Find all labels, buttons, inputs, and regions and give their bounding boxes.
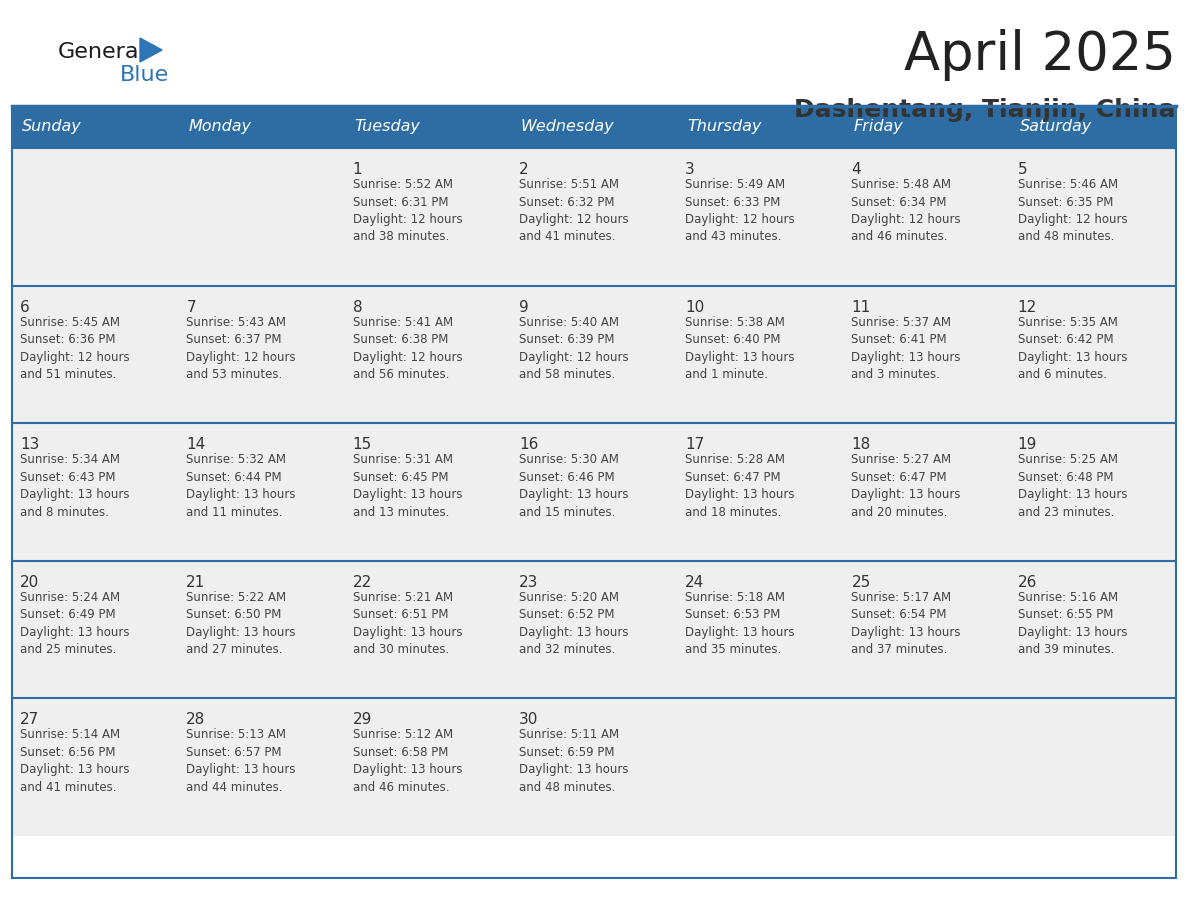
Bar	[12, 148, 1176, 285]
Text: 9: 9	[519, 299, 529, 315]
Text: 6: 6	[20, 299, 30, 315]
Text: Sunrise: 5:22 AM
Sunset: 6:50 PM
Daylight: 13 hours
and 27 minutes.: Sunrise: 5:22 AM Sunset: 6:50 PM Dayligh…	[187, 591, 296, 656]
Text: Wednesday: Wednesday	[520, 119, 614, 135]
Text: Sunrise: 5:40 AM
Sunset: 6:39 PM
Daylight: 12 hours
and 58 minutes.: Sunrise: 5:40 AM Sunset: 6:39 PM Dayligh…	[519, 316, 628, 381]
Bar	[12, 285, 1176, 423]
Polygon shape	[140, 38, 162, 62]
Text: Blue: Blue	[120, 65, 169, 85]
Text: Tuesday: Tuesday	[354, 119, 421, 135]
Text: Sunrise: 5:49 AM
Sunset: 6:33 PM
Daylight: 12 hours
and 43 minutes.: Sunrise: 5:49 AM Sunset: 6:33 PM Dayligh…	[685, 178, 795, 243]
Text: Sunrise: 5:32 AM
Sunset: 6:44 PM
Daylight: 13 hours
and 11 minutes.: Sunrise: 5:32 AM Sunset: 6:44 PM Dayligh…	[187, 453, 296, 519]
Text: Sunrise: 5:16 AM
Sunset: 6:55 PM
Daylight: 13 hours
and 39 minutes.: Sunrise: 5:16 AM Sunset: 6:55 PM Dayligh…	[1018, 591, 1127, 656]
Text: 27: 27	[20, 712, 39, 727]
Text: Sunrise: 5:30 AM
Sunset: 6:46 PM
Daylight: 13 hours
and 15 minutes.: Sunrise: 5:30 AM Sunset: 6:46 PM Dayligh…	[519, 453, 628, 519]
Text: 8: 8	[353, 299, 362, 315]
Text: Sunrise: 5:38 AM
Sunset: 6:40 PM
Daylight: 13 hours
and 1 minute.: Sunrise: 5:38 AM Sunset: 6:40 PM Dayligh…	[685, 316, 795, 381]
Text: General: General	[58, 42, 146, 62]
Text: Sunrise: 5:12 AM
Sunset: 6:58 PM
Daylight: 13 hours
and 46 minutes.: Sunrise: 5:12 AM Sunset: 6:58 PM Dayligh…	[353, 728, 462, 794]
Text: Sunrise: 5:17 AM
Sunset: 6:54 PM
Daylight: 13 hours
and 37 minutes.: Sunrise: 5:17 AM Sunset: 6:54 PM Dayligh…	[852, 591, 961, 656]
Text: Sunrise: 5:45 AM
Sunset: 6:36 PM
Daylight: 12 hours
and 51 minutes.: Sunrise: 5:45 AM Sunset: 6:36 PM Dayligh…	[20, 316, 129, 381]
Bar	[12, 423, 1176, 561]
Text: Sunrise: 5:37 AM
Sunset: 6:41 PM
Daylight: 13 hours
and 3 minutes.: Sunrise: 5:37 AM Sunset: 6:41 PM Dayligh…	[852, 316, 961, 381]
Text: 25: 25	[852, 575, 871, 589]
Text: Sunrise: 5:24 AM
Sunset: 6:49 PM
Daylight: 13 hours
and 25 minutes.: Sunrise: 5:24 AM Sunset: 6:49 PM Dayligh…	[20, 591, 129, 656]
Text: Sunrise: 5:34 AM
Sunset: 6:43 PM
Daylight: 13 hours
and 8 minutes.: Sunrise: 5:34 AM Sunset: 6:43 PM Dayligh…	[20, 453, 129, 519]
Text: 13: 13	[20, 437, 39, 453]
Text: 7: 7	[187, 299, 196, 315]
Text: 1: 1	[353, 162, 362, 177]
Text: Sunrise: 5:31 AM
Sunset: 6:45 PM
Daylight: 13 hours
and 13 minutes.: Sunrise: 5:31 AM Sunset: 6:45 PM Dayligh…	[353, 453, 462, 519]
Text: Dashentang, Tianjin, China: Dashentang, Tianjin, China	[795, 98, 1176, 122]
Text: Sunrise: 5:18 AM
Sunset: 6:53 PM
Daylight: 13 hours
and 35 minutes.: Sunrise: 5:18 AM Sunset: 6:53 PM Dayligh…	[685, 591, 795, 656]
Text: 29: 29	[353, 712, 372, 727]
Text: Sunrise: 5:28 AM
Sunset: 6:47 PM
Daylight: 13 hours
and 18 minutes.: Sunrise: 5:28 AM Sunset: 6:47 PM Dayligh…	[685, 453, 795, 519]
Text: 26: 26	[1018, 575, 1037, 589]
Text: Sunrise: 5:43 AM
Sunset: 6:37 PM
Daylight: 12 hours
and 53 minutes.: Sunrise: 5:43 AM Sunset: 6:37 PM Dayligh…	[187, 316, 296, 381]
Text: 4: 4	[852, 162, 861, 177]
Text: 20: 20	[20, 575, 39, 589]
Bar	[12, 699, 1176, 836]
Text: Sunday: Sunday	[23, 119, 82, 135]
Text: 15: 15	[353, 437, 372, 453]
Text: Sunrise: 5:41 AM
Sunset: 6:38 PM
Daylight: 12 hours
and 56 minutes.: Sunrise: 5:41 AM Sunset: 6:38 PM Dayligh…	[353, 316, 462, 381]
Text: April 2025: April 2025	[904, 29, 1176, 81]
Text: Sunrise: 5:14 AM
Sunset: 6:56 PM
Daylight: 13 hours
and 41 minutes.: Sunrise: 5:14 AM Sunset: 6:56 PM Dayligh…	[20, 728, 129, 794]
Text: Sunrise: 5:20 AM
Sunset: 6:52 PM
Daylight: 13 hours
and 32 minutes.: Sunrise: 5:20 AM Sunset: 6:52 PM Dayligh…	[519, 591, 628, 656]
Text: 12: 12	[1018, 299, 1037, 315]
Text: 5: 5	[1018, 162, 1028, 177]
Text: Sunrise: 5:27 AM
Sunset: 6:47 PM
Daylight: 13 hours
and 20 minutes.: Sunrise: 5:27 AM Sunset: 6:47 PM Dayligh…	[852, 453, 961, 519]
Text: 10: 10	[685, 299, 704, 315]
Text: 16: 16	[519, 437, 538, 453]
Text: Sunrise: 5:51 AM
Sunset: 6:32 PM
Daylight: 12 hours
and 41 minutes.: Sunrise: 5:51 AM Sunset: 6:32 PM Dayligh…	[519, 178, 628, 243]
Text: 11: 11	[852, 299, 871, 315]
Text: 19: 19	[1018, 437, 1037, 453]
Text: 24: 24	[685, 575, 704, 589]
Text: 17: 17	[685, 437, 704, 453]
Text: Sunrise: 5:21 AM
Sunset: 6:51 PM
Daylight: 13 hours
and 30 minutes.: Sunrise: 5:21 AM Sunset: 6:51 PM Dayligh…	[353, 591, 462, 656]
Text: 28: 28	[187, 712, 206, 727]
Text: Friday: Friday	[853, 119, 903, 135]
Text: 23: 23	[519, 575, 538, 589]
Text: Saturday: Saturday	[1019, 119, 1092, 135]
Text: Sunrise: 5:48 AM
Sunset: 6:34 PM
Daylight: 12 hours
and 46 minutes.: Sunrise: 5:48 AM Sunset: 6:34 PM Dayligh…	[852, 178, 961, 243]
Text: Sunrise: 5:11 AM
Sunset: 6:59 PM
Daylight: 13 hours
and 48 minutes.: Sunrise: 5:11 AM Sunset: 6:59 PM Dayligh…	[519, 728, 628, 794]
Text: Sunrise: 5:25 AM
Sunset: 6:48 PM
Daylight: 13 hours
and 23 minutes.: Sunrise: 5:25 AM Sunset: 6:48 PM Dayligh…	[1018, 453, 1127, 519]
Text: Sunrise: 5:52 AM
Sunset: 6:31 PM
Daylight: 12 hours
and 38 minutes.: Sunrise: 5:52 AM Sunset: 6:31 PM Dayligh…	[353, 178, 462, 243]
Bar	[12, 106, 1176, 148]
Text: 3: 3	[685, 162, 695, 177]
Text: Thursday: Thursday	[687, 119, 762, 135]
Text: Sunrise: 5:35 AM
Sunset: 6:42 PM
Daylight: 13 hours
and 6 minutes.: Sunrise: 5:35 AM Sunset: 6:42 PM Dayligh…	[1018, 316, 1127, 381]
Text: Sunrise: 5:46 AM
Sunset: 6:35 PM
Daylight: 12 hours
and 48 minutes.: Sunrise: 5:46 AM Sunset: 6:35 PM Dayligh…	[1018, 178, 1127, 243]
Bar	[12, 561, 1176, 699]
Text: 14: 14	[187, 437, 206, 453]
Text: Sunrise: 5:13 AM
Sunset: 6:57 PM
Daylight: 13 hours
and 44 minutes.: Sunrise: 5:13 AM Sunset: 6:57 PM Dayligh…	[187, 728, 296, 794]
Text: Monday: Monday	[188, 119, 252, 135]
Text: 18: 18	[852, 437, 871, 453]
Text: 30: 30	[519, 712, 538, 727]
Text: 2: 2	[519, 162, 529, 177]
Text: 21: 21	[187, 575, 206, 589]
Text: 22: 22	[353, 575, 372, 589]
